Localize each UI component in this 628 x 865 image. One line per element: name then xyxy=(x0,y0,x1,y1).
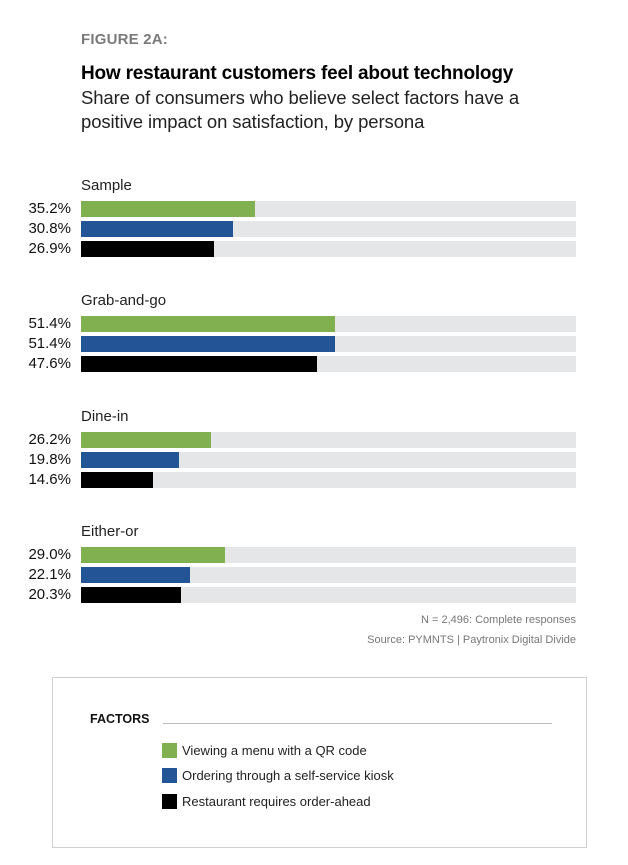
legend-swatch-order-ahead xyxy=(162,793,177,809)
data-label: 35.2% xyxy=(28,200,71,217)
bar-kiosk xyxy=(81,452,179,468)
data-label: 51.4% xyxy=(28,315,71,332)
data-label: 51.4% xyxy=(28,335,71,352)
group-label: Sample xyxy=(81,177,132,194)
bar-track xyxy=(81,316,576,332)
bar-qr xyxy=(81,201,256,217)
bar-track xyxy=(81,201,576,217)
bar-qr xyxy=(81,316,336,332)
chart-subtitle-line-2: positive impact on satisfaction, by pers… xyxy=(81,111,425,132)
chart-title: How restaurant customers feel about tech… xyxy=(81,63,514,84)
bar-track xyxy=(81,356,576,372)
sample-size-note: N = 2,496: Complete responses xyxy=(420,614,576,626)
bar-track xyxy=(81,221,576,237)
bar-track xyxy=(81,336,576,352)
bar-track xyxy=(81,241,576,257)
legend-label: Restaurant requires order-ahead xyxy=(182,793,371,809)
data-label: 30.8% xyxy=(28,220,71,237)
source-note: Source: PYMNTS | Paytronix Digital Divid… xyxy=(367,634,576,646)
data-label: 29.0% xyxy=(28,546,71,563)
group-label: Dine-in xyxy=(81,408,129,425)
bar-kiosk xyxy=(81,221,234,237)
bar-order-ahead xyxy=(81,472,154,488)
data-label: 19.8% xyxy=(28,451,71,468)
bar-track xyxy=(81,547,576,563)
legend-swatch-kiosk xyxy=(162,767,177,783)
group-label: Grab-and-go xyxy=(81,292,167,309)
data-label: 26.2% xyxy=(28,431,71,448)
data-label: 22.1% xyxy=(28,566,71,583)
bar-qr xyxy=(81,432,211,448)
bar-track xyxy=(81,432,576,448)
group-label: Either-or xyxy=(81,523,139,540)
legend-item-kiosk: Ordering through a self-service kiosk xyxy=(162,767,394,783)
bar-track xyxy=(81,567,576,583)
bar-kiosk xyxy=(81,567,191,583)
bar-track xyxy=(81,587,576,603)
figure-label: FIGURE 2A: xyxy=(81,31,169,48)
chart-subtitle-line-1: Share of consumers who believe select fa… xyxy=(81,87,520,108)
legend-label: Viewing a menu with a QR code xyxy=(182,742,367,758)
bar-order-ahead xyxy=(81,587,182,603)
bar-qr xyxy=(81,547,225,563)
data-label: 26.9% xyxy=(28,240,71,257)
legend-item-order-ahead: Restaurant requires order-ahead xyxy=(162,793,371,809)
bar-order-ahead xyxy=(81,356,317,372)
bar-track xyxy=(81,472,576,488)
bar-order-ahead xyxy=(81,241,215,257)
legend-item-qr: Viewing a menu with a QR code xyxy=(162,742,367,758)
legend-label: Ordering through a self-service kiosk xyxy=(182,767,394,783)
data-label: 47.6% xyxy=(28,355,71,372)
data-label: 20.3% xyxy=(28,586,71,603)
legend-title: FACTORS xyxy=(90,712,150,726)
legend-divider xyxy=(163,723,552,724)
bar-track xyxy=(81,452,576,468)
legend-box xyxy=(52,677,587,848)
data-label: 14.6% xyxy=(28,471,71,488)
bar-kiosk xyxy=(81,336,336,352)
legend-swatch-qr xyxy=(162,742,177,758)
